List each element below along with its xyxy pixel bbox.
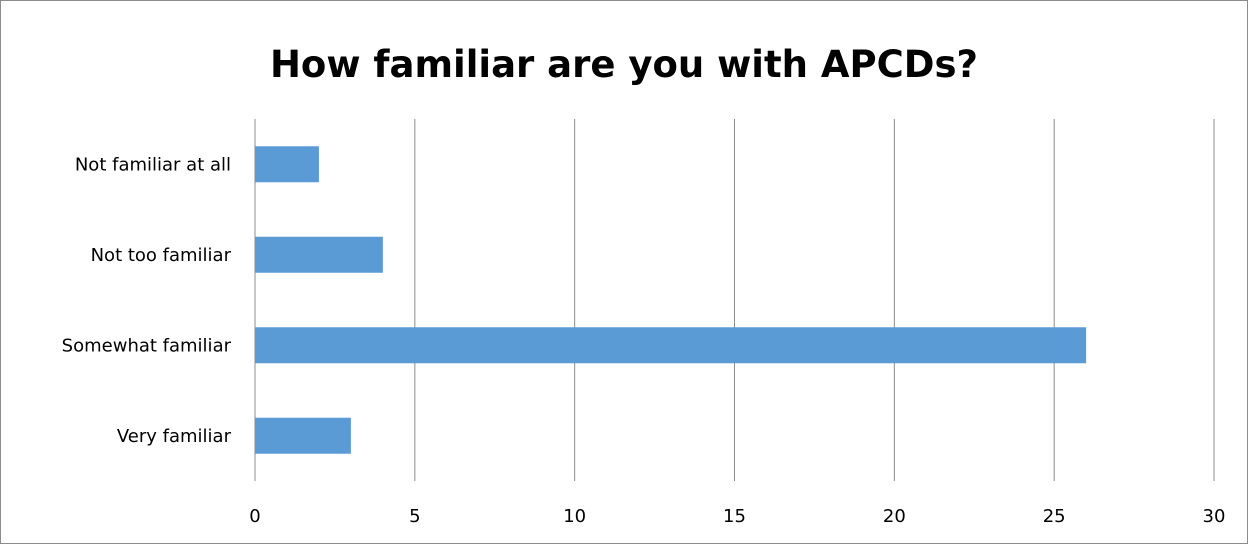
bar	[255, 327, 1087, 364]
bar	[255, 236, 383, 273]
x-tick-label: 30	[1203, 506, 1226, 527]
x-tick-label: 20	[883, 506, 906, 527]
chart-title: How familiar are you with APCDs?	[270, 43, 978, 86]
category-labels: Not familiar at all Not too familiar Somew…	[62, 154, 232, 447]
x-axis-ticks: 0 5 10 15 20 25 30	[249, 506, 1225, 527]
category-label: Not too familiar	[91, 245, 232, 266]
bar	[255, 146, 319, 183]
x-tick-label: 15	[723, 506, 746, 527]
category-label: Very familiar	[117, 426, 232, 447]
x-tick-label: 0	[249, 506, 260, 527]
gridlines	[254, 119, 1215, 481]
bar	[255, 417, 351, 454]
category-label: Somewhat familiar	[62, 335, 232, 356]
x-tick-label: 25	[1043, 506, 1066, 527]
category-label: Not familiar at all	[75, 154, 231, 175]
x-tick-label: 5	[409, 506, 420, 527]
bars	[255, 146, 1087, 454]
x-tick-label: 10	[563, 506, 586, 527]
